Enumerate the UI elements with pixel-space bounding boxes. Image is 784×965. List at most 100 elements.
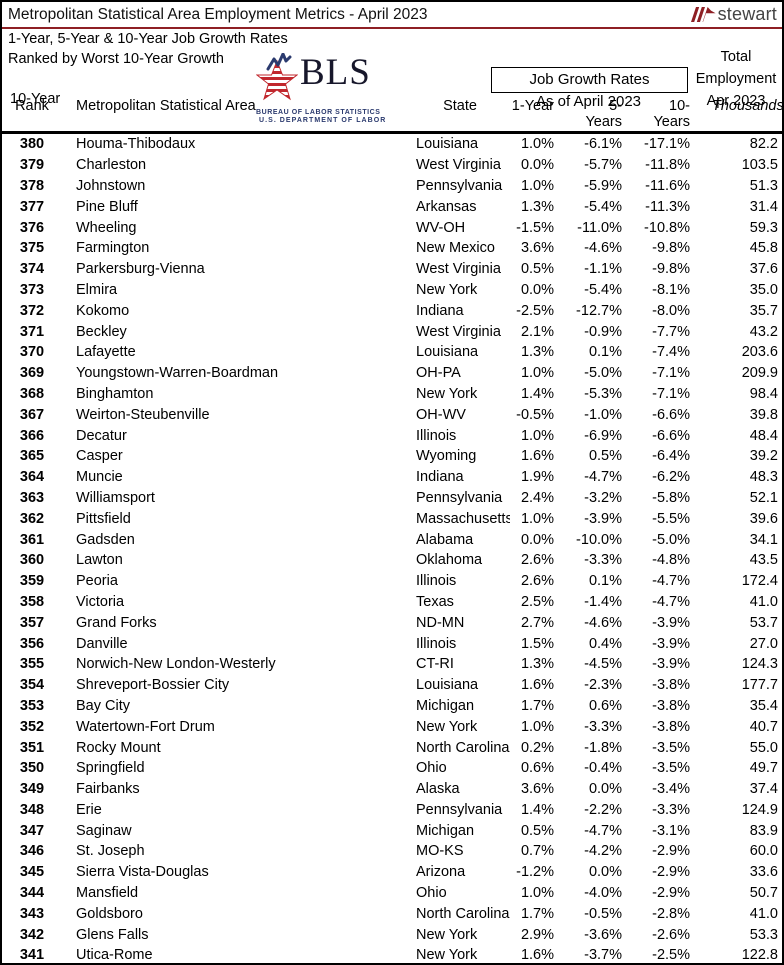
state-cell: MO-KS [416,843,464,860]
table-row: 341 Utica-Rome New York 1.6% -3.7% -2.5%… [2,945,782,964]
report-header: 1-Year, 5-Year & 10-Year Job Growth Rate… [2,29,782,134]
table-row: 367 Weirton-Steubenville OH-WV -0.5% -1.… [2,404,782,425]
state-cell: North Carolina [416,739,510,756]
ten-year-cell: -7.1% [652,365,690,382]
msa-cell: Goldsboro [76,905,143,922]
msa-cell: Parkersburg-Vienna [76,261,205,278]
msa-cell: Utica-Rome [76,947,153,964]
state-cell: West Virginia [416,323,501,340]
five-year-cell: -4.6% [584,240,622,257]
five-year-cell: 0.1% [588,573,622,590]
one-year-cell: 1.0% [520,510,554,527]
ten-year-cell: -3.5% [652,760,690,777]
total-employment-cell: 48.4 [749,427,778,444]
total-employment-cell: 33.6 [749,864,778,881]
total-employment-cell: 35.7 [749,302,778,319]
table-row: 376 Wheeling WV-OH -1.5% -11.0% -10.8% 5… [2,217,782,238]
ten-year-cell: -9.8% [652,240,690,257]
ten-year-cell: -3.5% [652,739,690,756]
ten-year-cell: -10.8% [644,219,690,236]
five-year-cell: -5.4% [584,198,622,215]
page-title: Metropolitan Statistical Area Employment… [8,5,428,23]
ten-year-cell: -5.5% [652,510,690,527]
rank-cell: 375 [19,240,45,257]
rank-cell: 378 [19,177,45,194]
total-employment-cell: 51.3 [749,177,778,194]
state-cell: Ohio [416,760,447,777]
msa-cell: Erie [76,801,102,818]
state-cell: New York [416,947,478,964]
one-year-cell: 3.6% [520,781,554,798]
table-row: 369 Youngstown-Warren-Boardman OH-PA 1.0… [2,363,782,384]
total-employment-cell: 124.3 [741,656,778,673]
msa-cell: Fairbanks [76,781,140,798]
bls-caption-line2: U.S. DEPARTMENT OF LABOR [259,117,387,124]
ten-year-label: 10-Year [10,91,61,107]
one-year-cell: 1.7% [520,697,554,714]
state-cell: Louisiana [416,344,479,361]
total-employment-cell: 49.7 [749,760,778,777]
msa-table: 380 Houma-Thibodaux Louisiana 1.0% -6.1%… [2,134,782,964]
rank-cell: 361 [19,531,45,548]
table-row: 355 Norwich-New London-Westerly CT-RI 1.… [2,654,782,675]
msa-cell: Sierra Vista-Douglas [76,864,209,881]
rank-cell: 348 [19,801,45,818]
rank-cell: 364 [19,469,45,486]
total-employment-cell: 43.5 [749,552,778,569]
total-employment-cell: 48.3 [749,469,778,486]
total-employment-cell: 37.4 [749,781,778,798]
one-year-cell: 1.3% [520,344,554,361]
total-employment-cell: 209.9 [741,365,778,382]
five-year-cell: -0.9% [584,323,622,340]
state-cell: Illinois [416,573,457,590]
as-of-label: As of April 2023 [535,93,642,110]
table-row: 361 Gadsden Alabama 0.0% -10.0% -5.0% 34… [2,529,782,550]
ten-year-cell: -3.9% [652,614,690,631]
state-cell: ND-MN [416,614,465,631]
state-cell: Michigan [416,822,475,839]
total-employment-cell: 45.8 [749,240,778,257]
table-row: 342 Glens Falls New York 2.9% -3.6% -2.6… [2,924,782,945]
rank-cell: 368 [19,385,45,402]
rank-cell: 341 [19,947,45,964]
total-employment-cell: 50.7 [749,885,778,902]
ten-year-cell: -11.6% [645,177,690,194]
table-row: 353 Bay City Michigan 1.7% 0.6% -3.8% 35… [2,696,782,717]
ten-year-cell: -3.8% [652,718,690,735]
rank-cell: 369 [19,365,45,382]
state-cell: West Virginia [416,157,501,174]
ten-year-cell: -6.6% [652,406,690,423]
one-year-cell: 2.5% [520,593,554,610]
state-cell: CT-RI [416,656,454,673]
five-year-cell: 0.1% [588,344,622,361]
rank-cell: 379 [19,157,45,174]
table-row: 354 Shreveport-Bossier City Louisiana 1.… [2,675,782,696]
total-employment-cell: 82.2 [749,136,778,153]
rank-cell: 349 [19,781,45,798]
five-year-cell: 0.0% [588,781,622,798]
five-year-cell: 0.0% [588,864,622,881]
msa-cell: Binghamton [76,385,154,402]
table-row: 365 Casper Wyoming 1.6% 0.5% -6.4% 39.2 [2,446,782,467]
ten-year-cell: -3.9% [652,635,690,652]
table-row: 360 Lawton Oklahoma 2.6% -3.3% -4.8% 43.… [2,550,782,571]
five-year-cell: -3.3% [584,552,622,569]
rank-cell: 366 [19,427,45,444]
five-year-cell: -3.7% [584,947,622,964]
five-year-cell: -3.2% [584,489,622,506]
table-row: 380 Houma-Thibodaux Louisiana 1.0% -6.1%… [2,134,782,155]
table-row: 348 Erie Pennsylvania 1.4% -2.2% -3.3% 1… [2,800,782,821]
rank-cell: 372 [19,302,45,319]
msa-cell: Pittsfield [76,510,131,527]
rank-cell: 346 [19,843,45,860]
subtitle-line1: 1-Year, 5-Year & 10-Year Job Growth Rate… [8,31,288,47]
state-cell: OH-WV [416,406,466,423]
five-year-cell: -1.0% [584,406,622,423]
rank-cell: 352 [19,718,45,735]
rank-cell: 367 [19,406,45,423]
state-cell: Ohio [416,885,447,902]
apr-2023-label: Apr 2023 [706,93,766,109]
msa-cell: Grand Forks [76,614,157,631]
msa-cell: Charleston [76,157,147,174]
stewart-wordmark: stewart [717,4,777,24]
